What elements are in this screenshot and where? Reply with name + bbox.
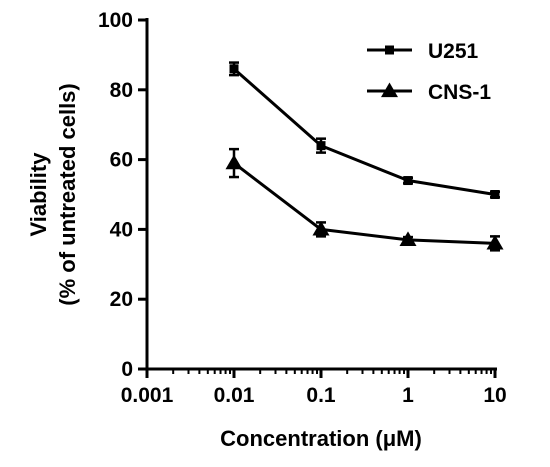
data-point [316,141,326,151]
data-point [312,220,330,236]
y-axis-title-line-1: Viability [26,152,51,237]
legend-item-cns-1: CNS-1 [367,81,491,104]
x-axis-title: Concentration (μM) [220,426,422,451]
x-tick-label: 0.1 [306,384,336,407]
data-point [229,64,239,74]
axes: 0 20 40 60 80 100 0.001 0.01 0.1 1 10 [98,9,507,407]
data-point [486,234,504,250]
series-u251 [229,61,500,199]
series-cns-1 [225,147,504,252]
y-axis-title-line-2: (% of untreated cells) [55,83,80,305]
data-point [403,176,413,186]
data-point [225,154,243,170]
series-line [233,67,496,196]
y-tick-label: 60 [110,149,133,172]
legend-label: CNS-1 [428,81,491,104]
data-point [490,190,500,199]
legend-marker [385,45,394,55]
data-point [399,231,417,246]
legend-label: U251 [428,40,479,63]
x-tick-label: 0.01 [214,384,255,407]
x-tick-label: 1 [402,384,414,407]
y-tick-label: 20 [110,288,133,311]
legend-marker [381,82,398,98]
axis-titles: Concentration (μM) Viability (% of untre… [26,83,422,451]
x-tick-label: 10 [483,384,506,407]
y-tick-label: 80 [110,79,133,102]
series-group [225,61,504,252]
series-line [233,161,496,245]
y-tick-label: 40 [110,218,133,241]
legend: U251 CNS-1 [367,40,491,104]
legend-item-u251: U251 [367,40,479,63]
y-tick-label: 100 [98,9,133,32]
x-tick-label: 0.001 [121,384,174,407]
y-tick-label: 0 [121,358,133,381]
